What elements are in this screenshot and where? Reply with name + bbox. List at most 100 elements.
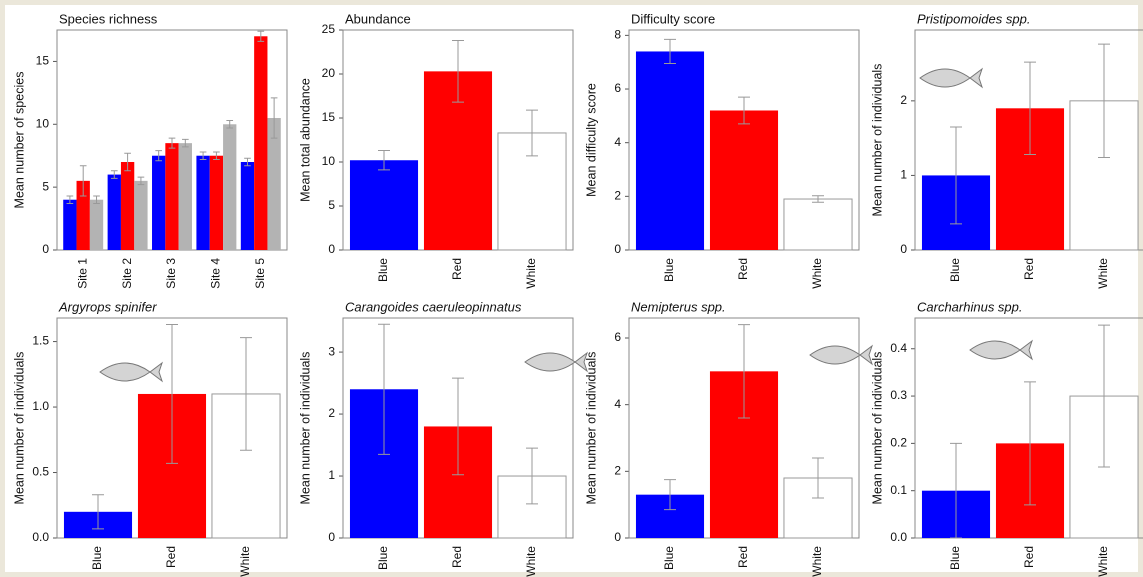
y-axis-label: Mean total abundance: [298, 78, 312, 202]
x-tick-label: Red: [736, 258, 750, 280]
error-bar: [93, 195, 100, 204]
y-tick-label: 10: [322, 154, 336, 168]
error-bar: [812, 195, 824, 203]
error-bar: [378, 323, 390, 455]
y-tick-label: 4: [614, 135, 621, 149]
panel-title: Pristipomoides spp.: [917, 11, 1030, 26]
bar: [209, 155, 224, 250]
error-bar: [664, 479, 676, 511]
y-tick-label: 0.4: [890, 341, 907, 355]
y-tick-label: 0: [328, 530, 335, 544]
panel-title: Carangoides caeruleopinnatus: [345, 299, 522, 314]
x-tick-label: White: [1096, 546, 1110, 577]
bar: [783, 198, 853, 251]
bar: [89, 199, 104, 250]
y-tick-label: 15: [322, 110, 336, 124]
x-tick-label: White: [810, 546, 824, 577]
bar: [254, 36, 268, 251]
y-tick-label: 0.2: [890, 436, 907, 450]
bar: [165, 143, 179, 250]
x-tick-label: Red: [1022, 546, 1036, 568]
x-tick-label: Blue: [948, 258, 962, 282]
panel-title: Carcharhinus spp.: [917, 299, 1023, 314]
error-bar: [270, 97, 278, 139]
error-bar: [226, 120, 234, 129]
x-tick-label: Red: [450, 546, 464, 568]
y-tick-label: 2: [328, 406, 335, 420]
x-tick-label: Red: [164, 546, 178, 568]
y-tick-label: 1.0: [32, 399, 49, 413]
bar: [709, 110, 779, 250]
y-tick-label: 0.0: [890, 530, 907, 544]
y-tick-label: 0.5: [32, 465, 49, 479]
error-bar: [1024, 381, 1036, 506]
error-bar: [526, 109, 538, 157]
bar: [76, 180, 90, 250]
error-bar: [181, 138, 189, 148]
x-tick-label: Site 5: [253, 258, 267, 289]
y-tick-label: 0: [614, 530, 621, 544]
y-tick-label: 15: [36, 54, 50, 68]
bar: [107, 174, 121, 250]
error-bar: [199, 151, 207, 160]
bar: [267, 118, 281, 250]
fish-icon: [99, 361, 163, 383]
error-bar: [1024, 61, 1036, 156]
y-axis-label: Mean number of species: [12, 72, 26, 209]
y-tick-label: 10: [36, 116, 50, 130]
x-tick-label: Site 3: [164, 258, 178, 289]
error-bar: [168, 137, 176, 149]
error-bar: [812, 457, 824, 499]
x-tick-label: Blue: [90, 546, 104, 570]
x-tick-label: Blue: [948, 546, 962, 570]
x-tick-label: Site 4: [209, 258, 223, 289]
x-tick-label: Blue: [662, 258, 676, 282]
y-tick-label: 5: [42, 179, 49, 193]
x-tick-label: Red: [1022, 258, 1036, 280]
fish-icon: [524, 351, 588, 373]
y-tick-label: 0.3: [890, 388, 907, 402]
fish-icon: [809, 344, 873, 366]
error-bar: [155, 150, 163, 162]
error-bar: [664, 38, 676, 65]
y-axis-label: Mean number of individuals: [584, 352, 598, 505]
x-tick-label: Red: [450, 258, 464, 280]
y-tick-label: 2: [614, 464, 621, 478]
bar: [223, 124, 237, 250]
y-tick-label: 0: [614, 242, 621, 256]
panel-title: Abundance: [345, 11, 411, 26]
y-axis-label: Mean number of individuals: [870, 352, 884, 505]
y-tick-label: 20: [322, 66, 336, 80]
x-tick-label: Blue: [376, 258, 390, 282]
y-axis-label: Mean number of individuals: [870, 64, 884, 217]
x-tick-label: White: [1096, 258, 1110, 289]
bar: [349, 160, 419, 250]
error-bar: [213, 151, 220, 160]
x-tick-label: Site 1: [75, 258, 89, 289]
panel-title: Nemipterus spp.: [631, 299, 726, 314]
bar: [196, 155, 210, 250]
bar: [63, 199, 77, 250]
bar: [635, 51, 705, 251]
error-bar: [1098, 43, 1110, 159]
error-bar: [452, 40, 464, 103]
error-bar: [738, 96, 750, 125]
error-bar: [452, 377, 464, 476]
bar: [120, 162, 135, 250]
bar: [240, 162, 255, 250]
error-bar: [110, 170, 118, 179]
fish-icon: [969, 339, 1033, 361]
y-tick-label: 5: [328, 198, 335, 212]
y-tick-label: 2: [900, 93, 907, 107]
error-bar: [92, 494, 104, 530]
fish-icon: [919, 67, 983, 89]
error-bar: [137, 176, 145, 186]
x-tick-label: Blue: [662, 546, 676, 570]
y-tick-label: 1: [328, 468, 335, 482]
x-tick-label: White: [524, 258, 538, 289]
y-tick-label: 1: [900, 168, 907, 182]
y-axis-label: Mean number of individuals: [12, 352, 26, 505]
bar: [178, 143, 192, 250]
error-bar: [257, 30, 265, 42]
